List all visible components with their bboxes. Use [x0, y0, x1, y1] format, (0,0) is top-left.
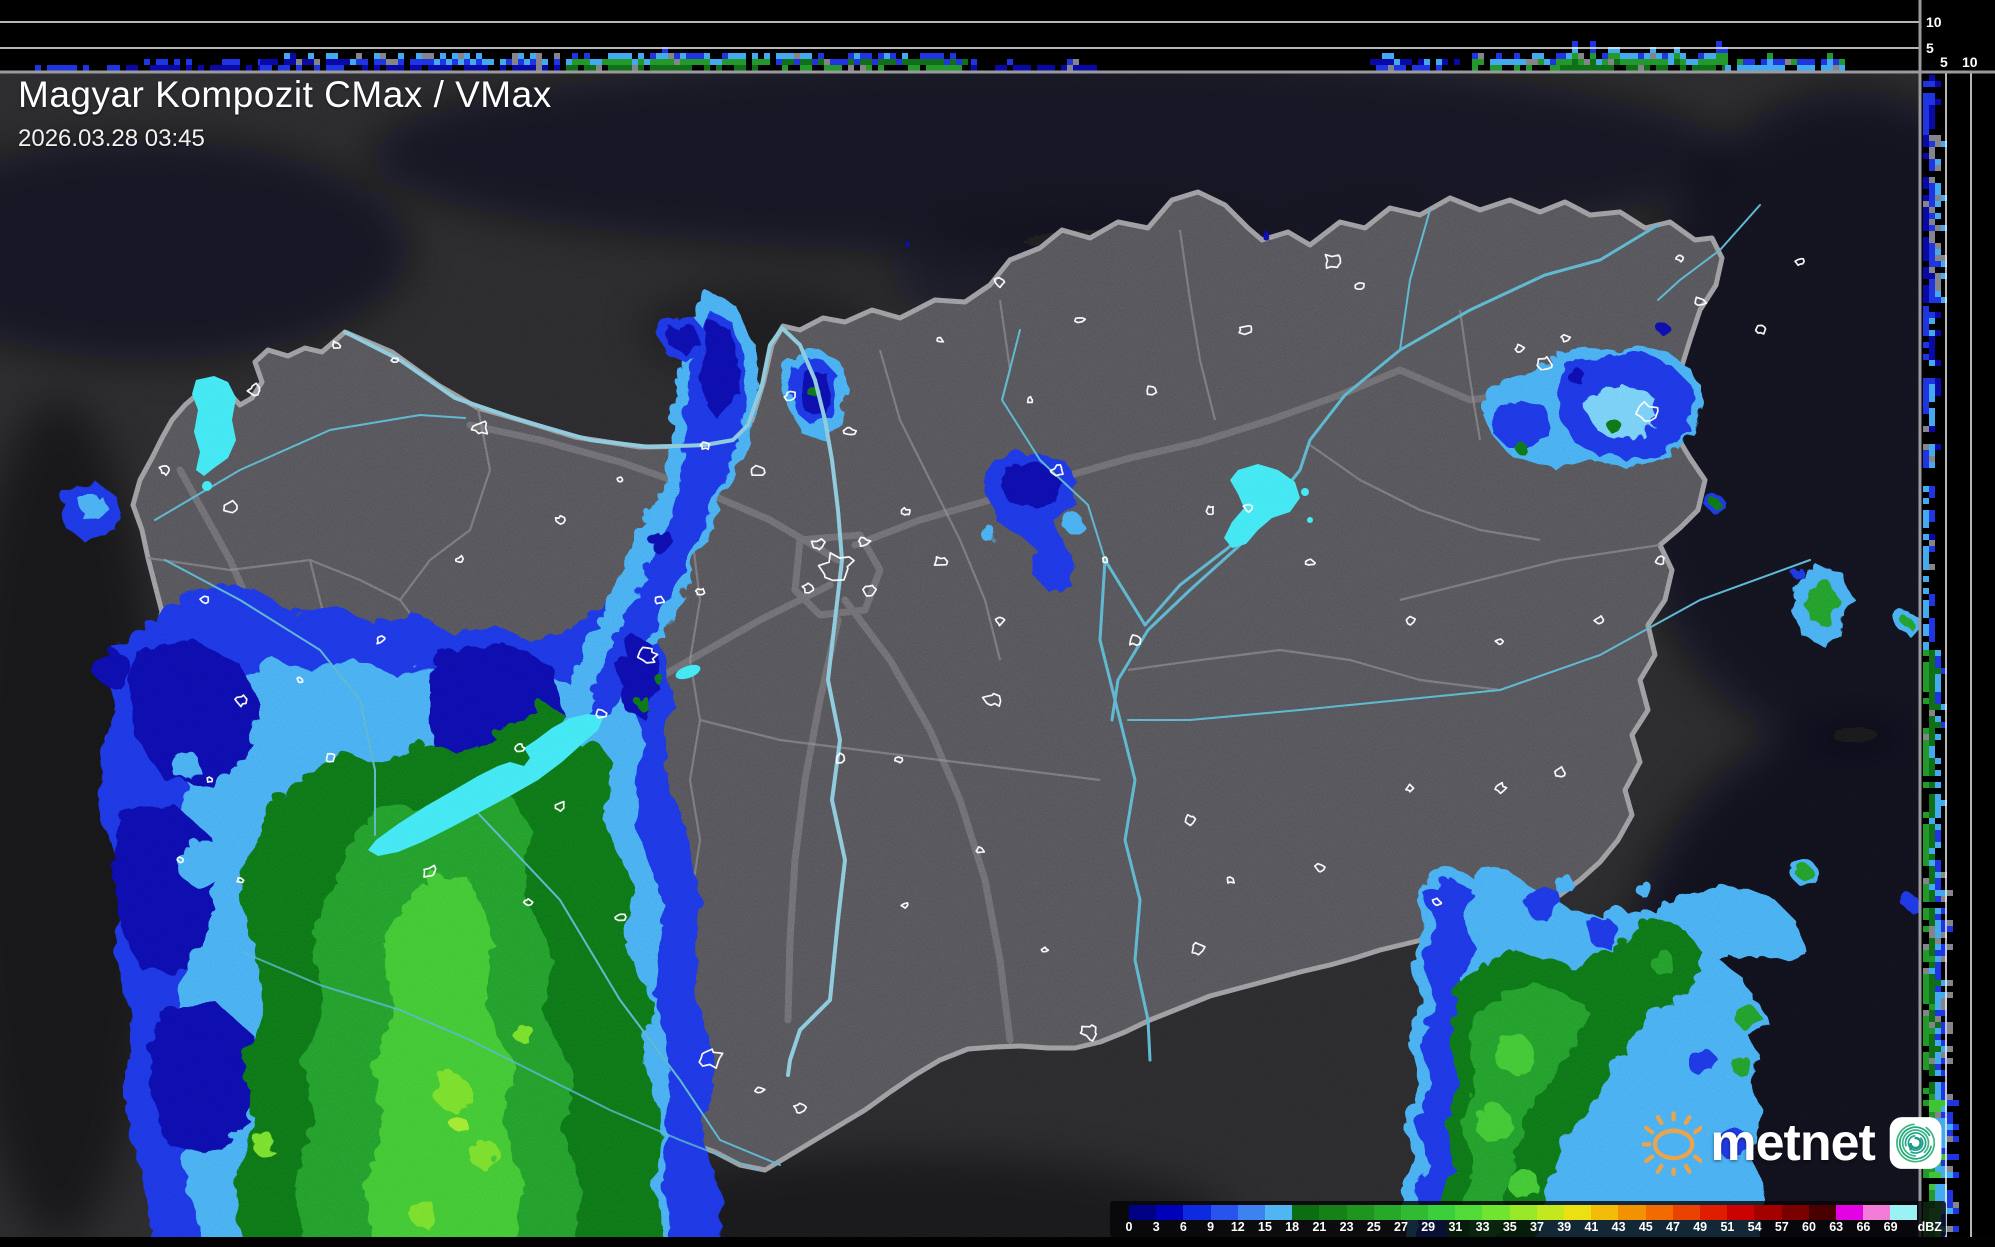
colorbar-tick-label: 51 — [1720, 1220, 1735, 1234]
colorbar-segment — [1754, 1205, 1782, 1220]
colorbar-tick-label: 66 — [1856, 1220, 1871, 1234]
colorbar-segment — [1835, 1205, 1864, 1220]
colorbar-tick-label: 33 — [1475, 1220, 1490, 1234]
colorbar-tick-label: 27 — [1394, 1220, 1408, 1234]
height-axis-label-5km: 5 — [1926, 40, 1934, 56]
colorbar-tick-label: 12 — [1230, 1220, 1245, 1234]
colorbar-segment — [1455, 1205, 1483, 1220]
colorbar-tick-label: 3 — [1152, 1220, 1160, 1234]
colorbar-segment — [1156, 1205, 1184, 1220]
relief-texture — [0, 72, 1995, 1247]
colorbar-tick-label: 49 — [1693, 1220, 1708, 1234]
width-axis-label-10km: 10 — [1962, 54, 1978, 70]
colorbar-tick-label: 57 — [1774, 1220, 1789, 1234]
colorbar-tick-label: 47 — [1666, 1220, 1680, 1234]
colorbar-segment — [1781, 1205, 1809, 1220]
colorbar-segment — [1346, 1205, 1374, 1220]
colorbar-segment — [1672, 1205, 1700, 1220]
colorbar-tick-label: 18 — [1285, 1220, 1300, 1234]
colorbar-segment — [1618, 1205, 1646, 1220]
colorbar-tick-label: 31 — [1448, 1220, 1463, 1234]
top-profile-data — [35, 41, 1845, 71]
colorbar-tick-label: 60 — [1802, 1220, 1816, 1234]
sun-icon — [1642, 1111, 1703, 1177]
colorbar-segments — [1129, 1205, 1918, 1220]
colorbar-segment — [1645, 1205, 1673, 1220]
dbz-colorbar: 0 3 6 9 12 15 18 21 23 25 27 29 31 33 35 37 39 41 43 45 47 49… — [1110, 1201, 1946, 1237]
bottom-bar — [0, 1237, 1995, 1247]
colorbar-segment — [1292, 1205, 1320, 1220]
colorbar-tick-label: 37 — [1530, 1220, 1544, 1234]
colorbar-segment — [1863, 1205, 1891, 1220]
page-title: Magyar Kompozit CMax / VMax — [18, 74, 552, 115]
colorbar-segment — [1727, 1205, 1755, 1220]
colorbar-segment — [1564, 1205, 1592, 1220]
colorbar-segment — [1183, 1205, 1211, 1220]
colorbar-segment — [1237, 1205, 1265, 1220]
colorbar-segment — [1890, 1205, 1918, 1220]
colorbar-segment — [1400, 1205, 1429, 1220]
colorbar-segment — [1319, 1205, 1347, 1220]
colorbar-tick-label: 45 — [1638, 1220, 1653, 1234]
timestamp: 2026.03.28 03:45 — [18, 125, 205, 152]
colorbar-segment — [1509, 1205, 1537, 1220]
colorbar-tick-label: 43 — [1611, 1220, 1626, 1234]
colorbar-segment — [1591, 1205, 1619, 1220]
colorbar-segment — [1264, 1205, 1293, 1220]
profile-gridlines — [0, 21, 1972, 1237]
colorbar-tick-label: 23 — [1339, 1220, 1354, 1234]
colorbar-tick-label: 21 — [1312, 1220, 1327, 1234]
colorbar-tick-label: 25 — [1366, 1220, 1381, 1234]
colorbar-segment — [1536, 1205, 1564, 1220]
colorbar-segment — [1210, 1205, 1238, 1220]
colorbar-tick-label: 35 — [1502, 1220, 1517, 1234]
width-axis-label-5km: 5 — [1940, 54, 1948, 70]
colorbar-tick-label: 54 — [1747, 1220, 1762, 1234]
colorbar-tick-label: 41 — [1584, 1220, 1599, 1234]
colorbar-segment — [1373, 1205, 1401, 1220]
colorbar-segment — [1482, 1205, 1510, 1220]
colorbar-tick-label: 63 — [1829, 1220, 1844, 1234]
title-block: Magyar Kompozit CMax / VMax 2026.03.28 0… — [18, 74, 552, 153]
metnet-app-icon — [1889, 1117, 1942, 1169]
colorbar-segment — [1808, 1205, 1836, 1220]
colorbar-tick-label: 9 — [1207, 1220, 1215, 1234]
height-axis-label-10km: 10 — [1926, 14, 1942, 30]
colorbar-segment — [1129, 1205, 1157, 1220]
colorbar-tick-label: 0 — [1125, 1220, 1133, 1234]
logo-wordmark: metnet — [1710, 1114, 1875, 1172]
colorbar-segment — [1428, 1205, 1456, 1220]
colorbar-tick-label: 6 — [1179, 1220, 1187, 1234]
colorbar-tick-label: 29 — [1421, 1220, 1436, 1234]
colorbar-segment — [1699, 1205, 1728, 1220]
colorbar-tick-label: 15 — [1258, 1220, 1272, 1234]
colorbar-tick-label: 69 — [1883, 1220, 1898, 1234]
metnet-logo: metnet — [1642, 1100, 1942, 1186]
colorbar-tick-label: 39 — [1557, 1220, 1572, 1234]
colorbar-unit: dBZ — [1917, 1220, 1942, 1234]
